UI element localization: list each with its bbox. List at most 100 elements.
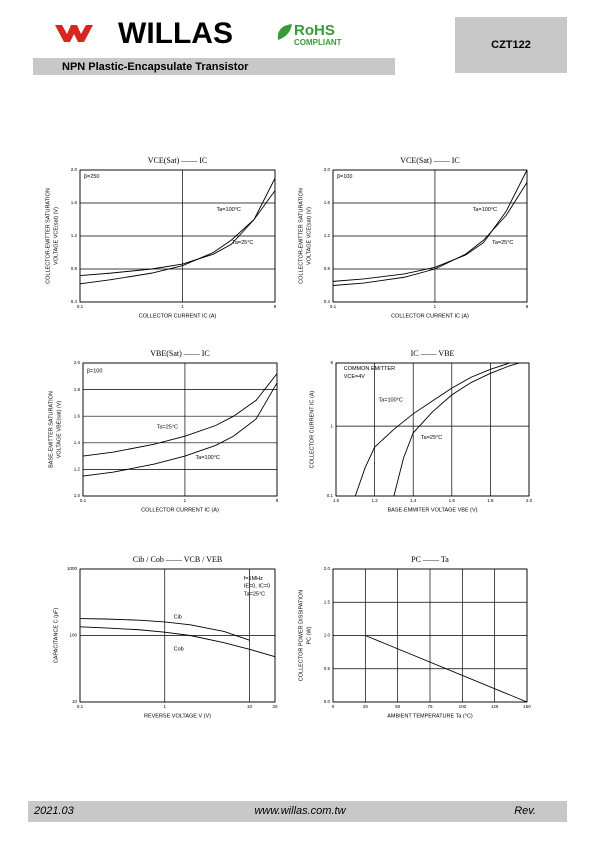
x-tick-label: 0 <box>332 704 335 709</box>
y-tick-label: 2.0 <box>324 167 331 172</box>
y-axis-label: VOLTAGE VCE(sat) (V) <box>306 207 312 265</box>
x-tick-label: 50 <box>395 704 401 709</box>
rohs-leaf <box>277 24 292 40</box>
y-tick-label: 0.5 <box>324 666 331 671</box>
annotation: COMMON EMITTER <box>344 366 395 372</box>
x-tick-label: 1.8 <box>487 498 494 503</box>
series-line <box>82 382 278 477</box>
series-label: Ta=100°C <box>217 207 241 213</box>
rohs: RoHS <box>294 22 335 39</box>
x-tick-label: 8 <box>276 498 279 503</box>
x-axis-label: AMBIENT TEMPERATURE Ta (°C) <box>387 713 473 719</box>
y-tick-label: 0.1 <box>327 493 334 498</box>
y-tick-label: 2.0 <box>324 566 331 571</box>
y-tick-label: 10 <box>72 699 78 704</box>
chart-title: IC —— VBE <box>411 349 455 358</box>
series-label: Ta=25°C <box>157 424 178 430</box>
annotation: Ta=25°C <box>244 592 265 598</box>
rohs-sub: COMPLIANT <box>294 38 342 47</box>
annotation: β=250 <box>84 174 100 180</box>
x-tick-label: 8 <box>526 304 529 309</box>
x-tick-label: 1 <box>181 304 184 309</box>
y-tick-label: 1.6 <box>71 200 78 205</box>
series-label: Ta=25°C <box>232 240 253 246</box>
subtitle-bar <box>33 58 395 75</box>
y-axis-label: BASE-EMITTER SATURATION <box>48 391 54 468</box>
x-tick-label: 10 <box>247 704 253 709</box>
y-axis-label: COLLECTOR POWER DISSIPATION <box>298 590 304 681</box>
x-tick-label: 100 <box>459 704 467 709</box>
y-axis-label: COLLECTOR-EMITTER SATURATION <box>298 188 304 284</box>
x-tick-label: 1 <box>163 704 166 709</box>
y-tick-label: 1.2 <box>324 233 331 238</box>
y-axis-label: VOLTAGE VBE(sat) (V) <box>56 401 62 459</box>
y-tick-label: 1.5 <box>324 599 331 604</box>
part-box <box>455 17 567 73</box>
subtitle: NPN Plastic-Encapsulate Transistor <box>62 61 249 73</box>
y-tick-label: 2.0 <box>74 360 81 365</box>
x-tick-label: 1.2 <box>371 498 378 503</box>
chart-title: PC —— Ta <box>411 555 449 564</box>
footer-bar <box>28 801 567 822</box>
x-tick-label: 0.1 <box>77 704 84 709</box>
x-tick-label: 150 <box>523 704 531 709</box>
y-axis-label: COLLECTOR CURRENT IC (A) <box>309 390 315 468</box>
y-tick-label: 1.8 <box>74 387 81 392</box>
x-tick-label: 8 <box>274 304 277 309</box>
x-tick-label: 1 <box>184 498 187 503</box>
x-axis-label: COLLECTOR CURRENT IC (A) <box>141 507 219 513</box>
series-line <box>354 362 510 497</box>
series-line <box>365 635 528 703</box>
y-axis-label: VOLTAGE VCE(sat) (V) <box>53 207 59 265</box>
series-label: Ta=25°C <box>492 240 513 246</box>
series-label: Ta=100°C <box>196 455 220 461</box>
footer-site: www.willas.com.tw <box>254 805 346 817</box>
footer-date: 2021.03 <box>33 805 75 817</box>
x-axis-label: BASE-EMMITER VOLTAGE VBE (V) <box>388 507 478 513</box>
series-line <box>79 626 276 658</box>
y-tick-label: 100 <box>69 633 77 638</box>
chart-title: VBE(Sat) —— IC <box>150 349 210 358</box>
series-label: Cib <box>174 614 182 620</box>
series-line <box>393 362 520 497</box>
y-tick-label: 1.4 <box>74 440 81 445</box>
brand: WILLAS <box>118 17 233 50</box>
series-line <box>82 373 278 457</box>
series-line <box>79 618 250 641</box>
plot-frame <box>82 362 278 497</box>
series-label: Ta=25°C <box>421 435 442 441</box>
y-tick-label: 2.0 <box>71 167 78 172</box>
y-tick-label: 1.6 <box>324 200 331 205</box>
x-axis-label: COLLECTOR CURRENT IC (A) <box>139 313 217 319</box>
y-tick-label: 1.2 <box>74 467 81 472</box>
series-line <box>332 169 528 282</box>
series-label: Ta=100°C <box>473 207 497 213</box>
y-tick-label: 1.0 <box>74 493 81 498</box>
y-tick-label: 0.4 <box>324 299 331 304</box>
x-tick-label: 1.6 <box>449 498 456 503</box>
y-tick-label: 0.8 <box>71 266 78 271</box>
chart-title: VCE(Sat) —— IC <box>400 156 460 165</box>
plot-frame <box>335 362 530 497</box>
chart-title: Cib / Cob —— VCB / VEB <box>133 555 223 564</box>
y-axis-label: COLLECTOR-EMITTER SATURATION <box>45 188 51 284</box>
x-tick-label: 0.1 <box>330 304 337 309</box>
x-tick-label: 2.0 <box>526 498 533 503</box>
y-tick-label: 1.2 <box>71 233 78 238</box>
x-tick-label: 125 <box>491 704 499 709</box>
series-label: Ta=100°C <box>378 398 402 404</box>
y-tick-label: 1000 <box>67 566 78 571</box>
y-tick-label: 1.6 <box>74 413 81 418</box>
annotation: β=100 <box>87 368 103 374</box>
series-label: Cob <box>174 646 184 652</box>
x-axis-label: COLLECTOR CURRENT IC (A) <box>391 313 469 319</box>
y-axis-label: PC (W) <box>306 626 312 644</box>
y-tick-label: 0.8 <box>324 266 331 271</box>
annotation: β=100 <box>337 174 353 180</box>
x-tick-label: 0.1 <box>80 498 87 503</box>
y-tick-label: 0.0 <box>324 699 331 704</box>
y-axis-label: CAPACITANCE C (pF) <box>53 608 59 664</box>
x-tick-label: 0.1 <box>77 304 84 309</box>
